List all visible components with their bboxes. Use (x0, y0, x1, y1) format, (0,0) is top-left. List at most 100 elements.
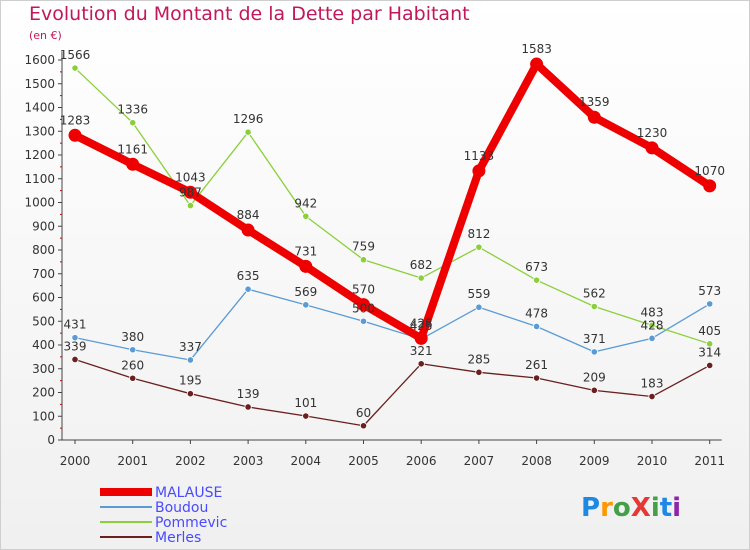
data-label-malause: 731 (294, 244, 317, 258)
data-point-merles (302, 412, 310, 420)
data-label-malause: 1230 (637, 126, 668, 140)
y-tick-label: 0 (47, 433, 55, 447)
data-point-malause (645, 141, 659, 155)
data-label-boudou: 425 (410, 319, 433, 333)
data-point-boudou (244, 285, 252, 293)
data-label-merles: 183 (641, 377, 664, 391)
y-tick-label: 1400 (24, 101, 55, 115)
brand-logo: ProXiti (581, 493, 681, 523)
data-label-malause: 428 (410, 316, 433, 330)
data-label-boudou: 431 (64, 318, 87, 332)
data-point-pommevic (417, 274, 425, 282)
data-point-pommevic (244, 128, 252, 136)
y-tick-label: 1600 (24, 53, 55, 67)
data-label-pommevic: 812 (467, 227, 490, 241)
data-label-pommevic: 759 (352, 240, 375, 254)
data-label-boudou: 371 (583, 332, 606, 346)
y-tick-label: 800 (32, 243, 55, 257)
legend-label-malause: MALAUSE (155, 485, 222, 501)
data-point-malause (68, 128, 82, 142)
data-point-malause (472, 164, 486, 178)
data-label-pommevic: 987 (179, 186, 202, 200)
data-label-merles: 139 (237, 387, 260, 401)
data-label-malause: 1283 (60, 113, 91, 127)
chart-unit: (en €) (29, 29, 62, 42)
legend-label-pommevic: Pommevic (155, 515, 227, 531)
data-label-boudou: 635 (237, 269, 260, 283)
x-tick-label: 2011 (694, 454, 725, 468)
y-tick-label: 900 (32, 219, 55, 233)
data-point-pommevic (475, 243, 483, 251)
data-labels: 431 380 337 635 569 500 425 559 478 371 428 573 1566… (60, 42, 725, 420)
x-tick-label: 2001 (117, 454, 148, 468)
data-point-pommevic (590, 302, 598, 311)
data-label-merles: 60 (356, 406, 371, 420)
y-tick-label: 400 (32, 338, 55, 352)
data-point-boudou (302, 301, 310, 309)
y-tick-label: 1200 (24, 148, 55, 162)
data-label-pommevic: 405 (698, 324, 721, 338)
legend-label-merles: Merles (155, 530, 201, 546)
data-label-malause: 1070 (694, 164, 725, 178)
data-point-malause (414, 331, 428, 345)
data-label-boudou: 559 (467, 287, 490, 301)
data-point-malause (126, 157, 140, 171)
data-point-boudou (186, 356, 194, 364)
data-label-merles: 209 (583, 370, 606, 384)
x-tick-label: 2009 (579, 454, 610, 468)
data-point-boudou (706, 300, 714, 308)
chart-title: Evolution du Montant de la Dette par Hab… (29, 3, 470, 25)
data-label-boudou: 500 (352, 301, 375, 315)
data-label-malause: 1359 (579, 95, 610, 109)
data-label-malause: 1043 (175, 170, 206, 184)
data-point-merles (417, 360, 425, 368)
data-label-pommevic: 1336 (117, 103, 148, 117)
data-label-pommevic: 682 (410, 258, 433, 272)
x-tick-label: 2008 (521, 454, 552, 468)
data-point-merles (71, 355, 79, 364)
data-point-pommevic (359, 256, 368, 264)
y-tick-label: 300 (32, 362, 55, 376)
data-point-pommevic (71, 64, 79, 72)
data-point-boudou (648, 334, 656, 342)
legend-label-boudou: Boudou (155, 500, 208, 516)
data-label-pommevic: 673 (525, 260, 548, 274)
data-label-pommevic: 1296 (233, 112, 264, 126)
series-line-malause (71, 60, 714, 343)
data-label-merles: 321 (410, 344, 433, 358)
data-label-malause: 570 (352, 283, 375, 297)
x-tick-label: 2006 (406, 454, 437, 468)
data-label-pommevic: 483 (641, 305, 664, 319)
x-tick-label: 2004 (291, 454, 322, 468)
data-point-pommevic (186, 201, 194, 210)
y-tick-label: 500 (32, 314, 55, 328)
data-label-boudou: 569 (294, 285, 317, 299)
data-point-malause (530, 57, 544, 71)
data-point-merles (244, 403, 252, 411)
data-point-pommevic (302, 212, 310, 220)
data-label-merles: 195 (179, 374, 202, 388)
data-point-pommevic (532, 276, 541, 284)
y-tick-label: 200 (32, 386, 55, 400)
data-label-malause: 1133 (464, 149, 495, 163)
data-point-boudou (475, 303, 483, 311)
data-point-merles (706, 361, 714, 370)
series-line-pommevic (74, 67, 711, 345)
data-label-boudou: 428 (641, 318, 664, 332)
data-label-merles: 285 (467, 352, 490, 366)
data-label-pommevic: 1566 (60, 48, 91, 62)
data-label-malause: 1161 (117, 142, 148, 156)
data-label-boudou: 573 (698, 284, 721, 298)
brand-wordmark: ProXiti (581, 493, 681, 523)
data-point-malause (299, 259, 313, 273)
data-label-pommevic: 942 (294, 196, 317, 210)
y-tick-label: 600 (32, 291, 55, 305)
y-tick-label: 100 (32, 409, 55, 423)
data-label-malause: 1583 (521, 42, 552, 56)
x-tick-label: 2003 (233, 454, 264, 468)
data-point-pommevic (706, 340, 714, 348)
axes: 0 100 200 300 400 500 600 700 800 900 1000 1100 1200… (24, 52, 725, 468)
